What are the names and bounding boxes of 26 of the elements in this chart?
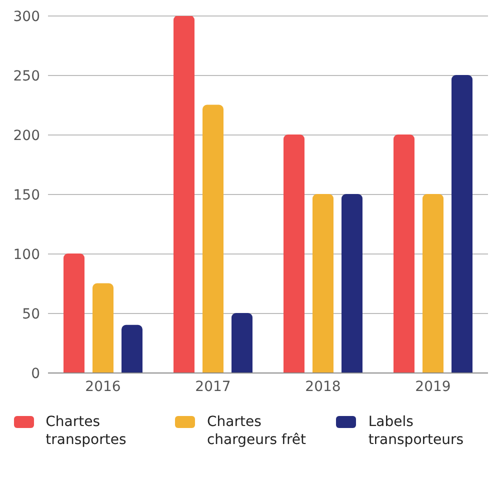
bar: [64, 254, 84, 373]
x-tick-label: 2017: [195, 378, 231, 395]
bar: [452, 75, 472, 373]
bar: [342, 194, 362, 373]
bar: [284, 134, 304, 373]
bar: [394, 134, 414, 373]
y-tick-label: 0: [31, 366, 40, 382]
bar: [202, 104, 224, 373]
bar: [122, 324, 142, 373]
y-tick-label: 300: [13, 8, 40, 25]
y-tick-label: 250: [13, 68, 40, 84]
bar: [312, 194, 334, 373]
legend-label: Chartes chargeurs frêt: [206, 413, 307, 449]
x-tick-label: 2019: [415, 378, 451, 395]
y-tick-label: 50: [22, 306, 40, 322]
bar: [174, 16, 194, 373]
y-tick-label: 150: [13, 187, 40, 204]
bar: [92, 283, 114, 373]
bar: [232, 313, 252, 373]
legend-label: Chartes transportes: [46, 413, 128, 449]
x-tick-label: 2016: [85, 378, 121, 395]
y-tick-label: 200: [13, 128, 40, 144]
x-tick-label: 2018: [305, 378, 341, 395]
legend-label: Labels transporteurs: [368, 413, 465, 449]
y-tick-label: 100: [13, 246, 40, 263]
bar: [422, 194, 444, 373]
